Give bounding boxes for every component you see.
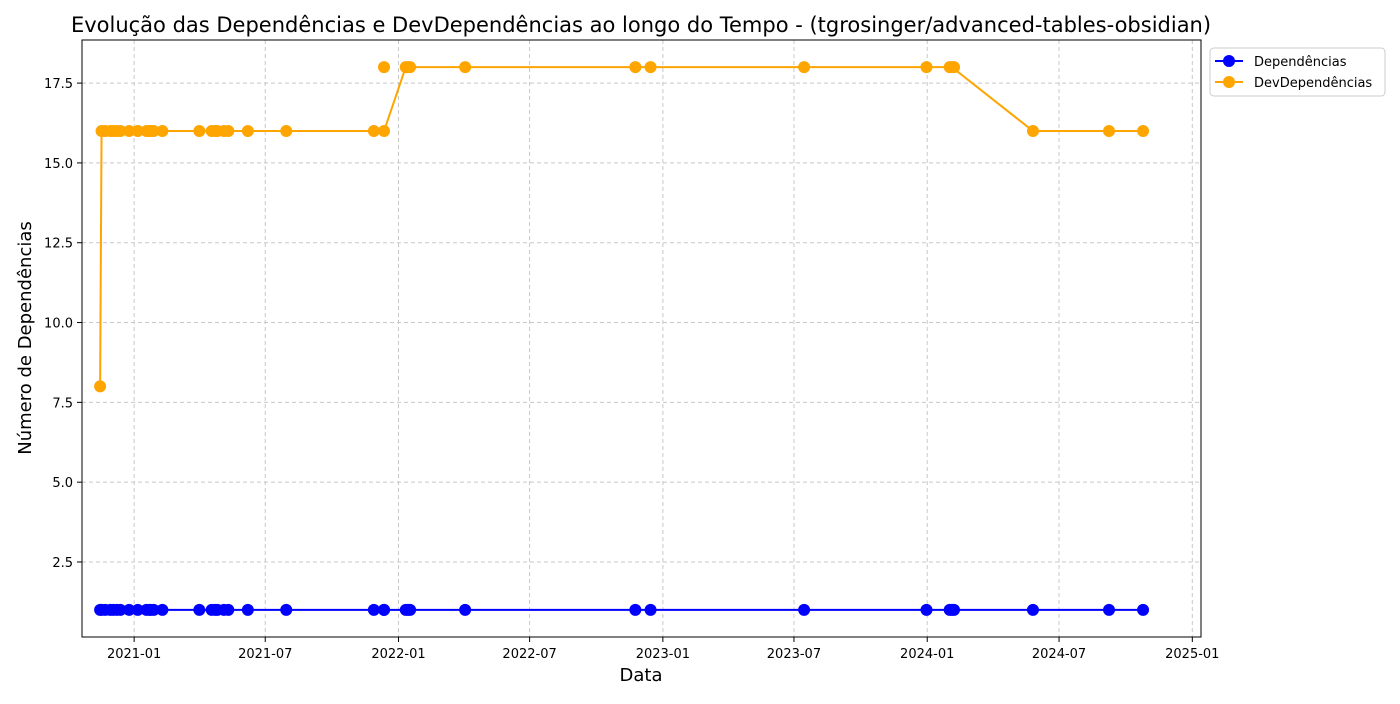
data-point-devdependencias-2023-12-31	[920, 61, 933, 74]
y-tick-label-10.0: 10.0	[44, 317, 73, 332]
data-point-devdependencias-2021-04-01	[193, 124, 206, 137]
data-point-dependencias-2022-04-03	[459, 603, 472, 616]
data-point-devdependencias-2020-11-15	[94, 380, 107, 393]
x-tick-label-2023-01: 2023-01	[636, 647, 690, 662]
x-tick-label-2025-01: 2025-01	[1165, 647, 1219, 662]
data-point-dependencias-2021-07-30	[280, 603, 293, 616]
data-point-devdependencias-2020-12-25	[123, 124, 136, 137]
legend-entry-devdependencias: DevDependências	[1215, 76, 1372, 91]
x-tick-label-2021-01: 2021-01	[107, 647, 161, 662]
extra-point-devdependencias-2021-04-26	[211, 124, 224, 137]
extra-point-devdependencias-2022-01-14	[401, 61, 414, 74]
legend-entry-dependencias: Dependências	[1215, 55, 1347, 70]
data-point-dependencias-2021-06-07	[241, 603, 254, 616]
tick-label-layer: 2021-01 2021-07 2022-01 2022-07 2023-01 2023-…	[44, 77, 1219, 662]
extra-point-dependencias-2024-02-07	[948, 603, 961, 616]
legend-marker-devdependencias	[1223, 76, 1235, 88]
axes-layer	[77, 39, 1202, 642]
extra-point-dependencias-2021-12-12	[378, 603, 391, 616]
data-point-devdependencias-2022-04-03	[459, 61, 472, 74]
extra-point-dependencias-2021-04-26	[211, 603, 224, 616]
y-tick-label-5.0: 5.0	[52, 476, 73, 491]
grid-layer	[82, 40, 1201, 637]
data-point-devdependencias-2021-05-11	[222, 124, 235, 137]
legend-label-devdependencias: DevDependências	[1254, 76, 1372, 91]
y-tick-label-15.0: 15.0	[44, 157, 73, 172]
data-point-devdependencias-2022-11-24	[629, 61, 642, 74]
plot-frame	[81, 39, 1202, 638]
extra-point-devdependencias-2020-12-13	[114, 124, 127, 137]
y-tick-label-7.5: 7.5	[52, 396, 73, 411]
extra-point-dependencias-2022-01-14	[401, 603, 414, 616]
x-tick-label-2022-01: 2022-01	[371, 647, 425, 662]
data-point-devdependencias-2021-01-06	[131, 124, 144, 137]
data-point-devdependencias-2021-06-07	[241, 124, 254, 137]
x-tick-label-2024-01: 2024-01	[900, 647, 954, 662]
x-axis-label: Data	[620, 665, 663, 686]
data-point-dependencias-2024-10-25	[1137, 603, 1150, 616]
legend: Dependências DevDependências	[1209, 47, 1386, 97]
data-point-dependencias-2024-05-26	[1026, 603, 1039, 616]
chart-title: Evolução das Dependências e DevDependênc…	[71, 13, 1211, 37]
data-point-devdependencias-2021-12-12	[378, 124, 391, 137]
data-point-dependencias-2021-11-28	[367, 603, 380, 616]
data-point-devdependencias-2021-02-09	[156, 124, 169, 137]
data-point-dependencias-2022-11-24	[629, 603, 642, 616]
data-point-dependencias-2024-09-08	[1103, 603, 1116, 616]
data-point-dependencias-2021-05-11	[222, 603, 235, 616]
series-layer	[94, 61, 1150, 616]
legend-marker-dependencias	[1223, 55, 1235, 67]
legend-label-dependencias: Dependências	[1254, 55, 1347, 70]
data-point-devdependencias-2022-12-15	[644, 61, 657, 74]
y-tick-label-17.5: 17.5	[44, 77, 73, 92]
data-point-dependencias-2021-04-01	[193, 603, 206, 616]
data-point-dependencias-2021-01-06	[131, 603, 144, 616]
data-point-dependencias-2023-12-31	[920, 603, 933, 616]
data-point-devdependencias-2024-09-08	[1103, 124, 1116, 137]
data-point-dependencias-2021-02-09	[156, 603, 169, 616]
x-tick-label-2024-07: 2024-07	[1032, 647, 1086, 662]
data-point-devdependencias-2023-07-15	[798, 61, 811, 74]
extra-point-dependencias-2021-01-24	[144, 603, 157, 616]
x-tick-label-2023-07: 2023-07	[767, 647, 821, 662]
data-point-devdependencias-2024-05-26	[1026, 124, 1039, 137]
y-tick-label-2.5: 2.5	[52, 556, 73, 571]
x-tick-label-2021-07: 2021-07	[238, 647, 292, 662]
extra-point-devdependencias-2021-01-24	[144, 124, 157, 137]
x-tick-label-2022-07: 2022-07	[502, 647, 556, 662]
data-point-devdependencias-2024-10-25	[1137, 124, 1150, 137]
data-point-dependencias-2022-12-15	[644, 603, 657, 616]
legend-box	[1209, 47, 1386, 97]
extra-point-devdependencias-2021-12-12	[378, 61, 391, 74]
data-point-dependencias-2023-07-15	[798, 603, 811, 616]
extra-point-dependencias-2020-12-13	[114, 603, 127, 616]
extra-point-devdependencias-2024-02-07	[948, 61, 961, 74]
data-point-dependencias-2020-12-25	[123, 603, 136, 616]
y-axis-label: Número de Dependências	[15, 221, 36, 455]
data-point-devdependencias-2021-07-30	[280, 124, 293, 137]
data-point-devdependencias-2021-11-28	[367, 124, 380, 137]
y-tick-label-12.5: 12.5	[44, 237, 73, 252]
